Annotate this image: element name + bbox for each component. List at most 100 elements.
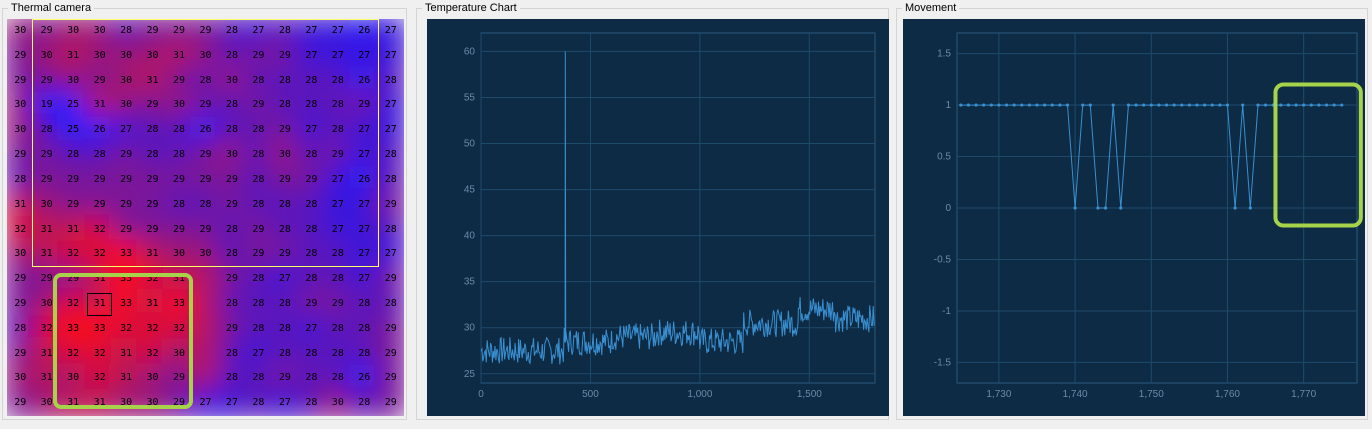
thermal-cell-value: 29 — [40, 273, 53, 285]
y-tick-label: 1 — [945, 100, 951, 111]
thermal-cell-value: 28 — [252, 273, 265, 285]
thermal-cell-value: 30 — [93, 49, 106, 61]
thermal-cell-value: 30 — [146, 372, 159, 384]
movement-point — [1187, 103, 1191, 107]
thermal-cell-value: 27 — [384, 248, 397, 260]
thermal-cell-value: 29 — [120, 173, 133, 185]
thermal-cell-value: 30 — [173, 248, 186, 260]
thermal-cell-value: 30 — [120, 397, 133, 409]
thermal-cell-value: 32 — [93, 223, 106, 235]
y-tick-label: 60 — [464, 46, 476, 57]
thermal-cell-value: 27 — [331, 173, 344, 185]
y-tick-label: 45 — [464, 185, 476, 196]
thermal-cell-value: 28 — [278, 25, 291, 36]
temperature-chart-svg: 25 30 35 40 45 50 55 60 0 500 1,000 1,500 — [464, 32, 876, 400]
thermal-cell-value: 32 — [67, 248, 80, 260]
thermal-cell-value: 28 — [305, 397, 318, 409]
thermal-cell-value: 28 — [331, 99, 344, 111]
thermal-cell-value: 28 — [225, 49, 238, 61]
thermal-cell-value: 31 — [86, 292, 112, 317]
movement-point — [1225, 103, 1230, 107]
thermal-cell-value: 25 — [67, 124, 80, 136]
thermal-cell-value: 33 — [93, 322, 106, 334]
thermal-cell-value: 26 — [199, 124, 212, 136]
thermal-cell-value: 31 — [67, 397, 80, 409]
movement-point — [1324, 103, 1329, 107]
movement-point — [1126, 103, 1131, 107]
thermal-cell-value: 32 — [93, 248, 106, 260]
thermal-cell-value: 30 — [120, 99, 133, 111]
thermal-cell-value: 28 — [252, 322, 265, 334]
thermal-cell-value: 29 — [278, 124, 291, 136]
thermal-cell-value: 28 — [225, 347, 238, 359]
movement-point — [974, 103, 978, 107]
movement-point — [1210, 103, 1214, 107]
x-tick-label: 1,730 — [986, 389, 1011, 400]
thermal-cell-value: 29 — [278, 49, 291, 61]
thermal-cell-value: 30 — [14, 25, 27, 36]
thermal-cell-value: 30 — [173, 347, 186, 359]
thermal-cell-value: 27 — [305, 124, 318, 136]
highlight-box-movement — [1273, 82, 1363, 228]
thermal-cell-value: 27 — [358, 273, 371, 285]
thermal-cell-value: 29 — [173, 223, 186, 235]
movement-point — [1111, 103, 1115, 107]
thermal-cell-value: 28 — [146, 149, 159, 161]
thermal-cell-value: 32 — [67, 347, 80, 359]
movement-point — [1157, 103, 1161, 107]
movement-point — [997, 103, 1001, 107]
thermal-cell-value: 28 — [305, 347, 318, 359]
x-tick-label: 1,500 — [797, 389, 822, 400]
thermal-cell-value: 30 — [14, 248, 27, 260]
thermal-cell-value: 31 — [93, 397, 106, 409]
roi-rectangle[interactable] — [32, 19, 379, 267]
thermal-cell-value: 28 — [252, 372, 265, 384]
plot-area — [480, 32, 876, 384]
thermal-cell-value: 31 — [40, 248, 53, 260]
thermal-cell-value: 30 — [331, 397, 344, 409]
thermal-cell-value: 30 — [67, 25, 80, 36]
movement-point — [1149, 103, 1153, 107]
thermal-cell-value: 29 — [358, 99, 371, 111]
thermal-cell-value: 28 — [199, 74, 212, 86]
movement-point — [1081, 103, 1085, 107]
movement-point — [1004, 103, 1009, 107]
thermal-cell-value: 28 — [278, 74, 291, 86]
thermal-camera-title: Thermal camera — [8, 1, 95, 15]
thermal-cell-value: 29 — [278, 372, 291, 384]
thermal-cell-value: 31 — [120, 372, 133, 384]
movement-point — [1302, 103, 1306, 107]
y-tick-label: 1.5 — [937, 49, 951, 60]
temperature-chart[interactable]: 25 30 35 40 45 50 55 60 0 500 1,000 1,500 — [427, 19, 889, 416]
movement-point — [1248, 206, 1252, 210]
thermal-cell-value: 31 — [14, 198, 27, 210]
thermal-cell-value: 28 — [225, 25, 238, 36]
thermal-cell-value: 29 — [278, 248, 291, 260]
thermal-cell-value: 28 — [40, 124, 53, 136]
thermal-cell-value: 28 — [252, 397, 265, 409]
thermal-cell-value: 30 — [67, 74, 80, 86]
thermal-cell-value: 29 — [199, 223, 212, 235]
thermal-cell-value: 30 — [199, 248, 212, 260]
thermal-image[interactable]: 30 29 30 30 28 29 29 29 28 27 28 27 27 26 27 29 30 31 30 30… — [7, 19, 404, 416]
thermal-cell-value: 33 — [120, 297, 133, 309]
movement-point — [1050, 103, 1054, 107]
movement-point — [1340, 103, 1344, 107]
thermal-cell-value: 29 — [384, 273, 397, 285]
movement-chart[interactable]: 1.5 1 0.5 0 -0.5 -1 -1.5 1,730 1,740 1,750 1,760 1,… — [903, 19, 1365, 416]
thermal-cell-value: 30 — [278, 149, 291, 161]
thermal-cell-value: 30 — [93, 25, 106, 36]
thermal-cell-value: 30 — [14, 99, 27, 111]
thermal-cell-value: 27 — [331, 198, 344, 210]
movement-point — [1241, 103, 1245, 107]
movement-point — [1119, 206, 1123, 210]
thermal-camera-panel: Thermal camera 30 29 30 30 28 29 29 29 28 27 28 27 2… — [2, 1, 407, 420]
thermal-cell-value: 28 — [278, 297, 291, 309]
thermal-cell-value: 31 — [173, 273, 186, 285]
movement-point — [1096, 206, 1100, 210]
x-tick-label: 0 — [478, 389, 484, 400]
thermal-cell-value: 27 — [358, 198, 371, 210]
thermal-cell-value: 28 — [225, 124, 238, 136]
thermal-cell-value: 28 — [120, 25, 133, 36]
thermal-cell-value: 29 — [146, 198, 159, 210]
